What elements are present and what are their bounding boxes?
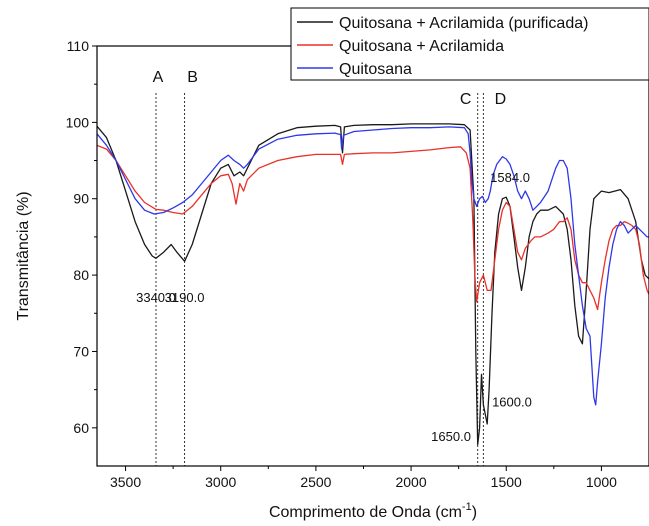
peak-label: 1584.0 bbox=[490, 170, 530, 185]
y-tick-label: 110 bbox=[67, 38, 90, 54]
series-line-3 bbox=[97, 126, 649, 406]
marker-label-B: B bbox=[187, 69, 198, 86]
series-line-1 bbox=[97, 123, 649, 446]
y-tick-label: 80 bbox=[73, 267, 89, 283]
x-axis-label: Comprimento de Onda (cm-1) bbox=[269, 501, 477, 521]
marker-label-D: D bbox=[495, 91, 507, 108]
legend-label-1: Quitosana + Acrilamida (purificada) bbox=[339, 15, 588, 32]
series-line-2 bbox=[97, 144, 649, 311]
peak-label: 3190.0 bbox=[165, 290, 205, 305]
axis-ticks: 3500 3000 2500 2000 1500 1000 60 70 80 90 100 110 bbox=[66, 38, 618, 490]
peak-label: 1650.0 bbox=[431, 429, 471, 444]
x-axis-label-end: ) bbox=[472, 504, 477, 521]
y-tick-label: 70 bbox=[73, 343, 89, 359]
x-tick-label: 1500 bbox=[491, 474, 522, 490]
x-tick-label: 2000 bbox=[395, 474, 426, 490]
x-tick-label: 2500 bbox=[300, 474, 331, 490]
legend: Quitosana + Acrilamida (purificada) Quito… bbox=[290, 7, 649, 81]
series-lines bbox=[97, 123, 649, 446]
legend-label-3: Quitosana bbox=[339, 61, 412, 78]
x-tick-label: 1000 bbox=[586, 474, 617, 490]
y-tick-label: 60 bbox=[73, 420, 89, 436]
x-axis-label-main: Comprimento de Onda (cm bbox=[269, 504, 462, 521]
legend-box bbox=[290, 7, 649, 81]
x-axis-label-superscript: -1 bbox=[462, 501, 472, 513]
legend-label-2: Quitosana + Acrilamida bbox=[339, 38, 504, 55]
peak-label: 3340.0 bbox=[136, 290, 176, 305]
marker-label-A: A bbox=[153, 69, 164, 86]
marker-label-C: C bbox=[460, 91, 472, 108]
y-tick-label: 90 bbox=[73, 191, 89, 207]
x-tick-label: 3500 bbox=[110, 474, 141, 490]
y-axis-label: Transmitância (%) bbox=[15, 191, 32, 320]
peak-label: 1600.0 bbox=[492, 394, 532, 409]
y-tick-label: 100 bbox=[66, 114, 90, 130]
x-tick-label: 3000 bbox=[205, 474, 236, 490]
